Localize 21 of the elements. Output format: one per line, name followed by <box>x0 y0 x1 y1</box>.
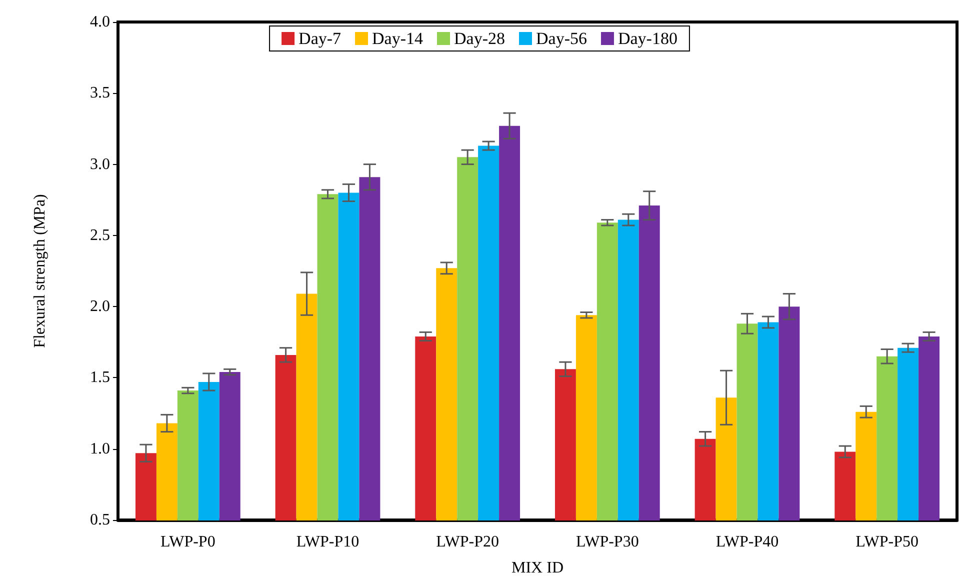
x-tick-label: LWP-P0 <box>160 534 216 550</box>
x-tick-label: LWP-P40 <box>716 534 779 550</box>
y-tick-label: 2.5 <box>90 226 110 244</box>
legend-label: Day-180 <box>618 29 678 48</box>
y-tick-label: 0.5 <box>90 512 110 528</box>
y-axis-title: Flexural strength (MPa) <box>32 194 48 348</box>
y-tick-label: 3.5 <box>90 84 110 102</box>
y-tick-label: 4.0 <box>90 14 110 30</box>
x-tick-label: LWP-P30 <box>576 534 639 550</box>
x-axis-title: MIX ID <box>512 560 564 576</box>
legend-label: Day-56 <box>536 29 587 48</box>
x-tick-label: LWP-P50 <box>856 534 918 550</box>
y-tick-label: 3.0 <box>90 156 110 173</box>
y-tick-label: 2.0 <box>90 298 110 316</box>
legend-label: Day-28 <box>454 29 505 48</box>
legend-label: Day-14 <box>372 29 424 48</box>
x-tick-label: LWP-P10 <box>296 534 360 550</box>
legend-label: Day-7 <box>298 29 342 48</box>
y-tick-label: 1.5 <box>90 369 110 386</box>
y-tick-label: 1.0 <box>90 440 110 458</box>
x-tick-label: LWP-P20 <box>436 534 499 550</box>
